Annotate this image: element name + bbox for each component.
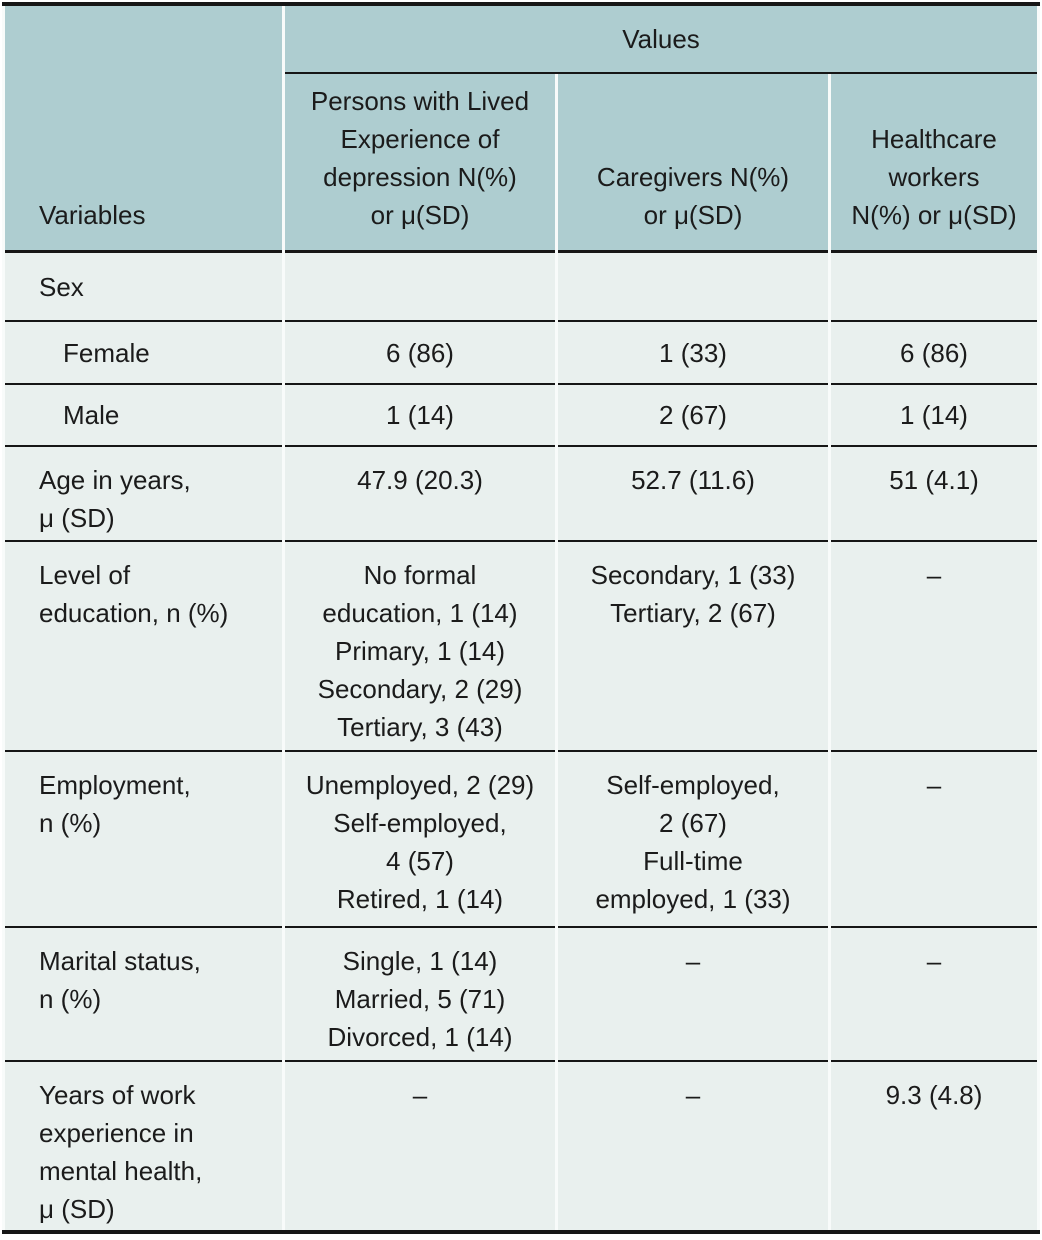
cell-years-caregivers: –	[558, 1060, 828, 1230]
column-header-healthcare-workers: Healthcare workers N(%) or μ(SD)	[831, 74, 1038, 250]
cell-male-healthcare: 1 (14)	[831, 383, 1038, 445]
row-label-marital-status: Marital status, n (%)	[5, 926, 282, 1060]
cell-employment-plwd: Unemployed, 2 (29) Self-employed, 4 (57)…	[285, 750, 555, 926]
cell-sex-caregivers	[558, 250, 828, 320]
table-body: Sex Female 6 (86) 1 (33) 6 (86) Male 1 (…	[5, 250, 1038, 1230]
row-label-years-experience: Years of work experience in mental healt…	[5, 1060, 282, 1230]
values-group-header: Values	[285, 6, 1038, 74]
row-label-education: Level of education, n (%)	[5, 540, 282, 750]
row-label-age: Age in years, μ (SD)	[5, 445, 282, 540]
cell-female-caregivers: 1 (33)	[558, 320, 828, 383]
column-headers-row: Persons with Lived Experience of depress…	[5, 74, 1038, 250]
cell-female-healthcare: 6 (86)	[831, 320, 1038, 383]
column-header-persons-with-lived-experience: Persons with Lived Experience of depress…	[285, 74, 555, 250]
table-row-employment: Employment, n (%) Unemployed, 2 (29) Sel…	[5, 750, 1038, 926]
values-group-row: Variables Values	[5, 6, 1038, 250]
table-row-female: Female 6 (86) 1 (33) 6 (86)	[5, 320, 1038, 383]
cell-education-plwd: No formal education, 1 (14) Primary, 1 (…	[285, 540, 555, 750]
table-row-education: Level of education, n (%) No formal educ…	[5, 540, 1038, 750]
table-row-years-experience: Years of work experience in mental healt…	[5, 1060, 1038, 1230]
cell-years-plwd: –	[285, 1060, 555, 1230]
cell-marital-plwd: Single, 1 (14) Married, 5 (71) Divorced,…	[285, 926, 555, 1060]
cell-male-caregivers: 2 (67)	[558, 383, 828, 445]
column-header-caregivers: Caregivers N(%) or μ(SD)	[558, 74, 828, 250]
table-row-sex: Sex	[5, 250, 1038, 320]
table-row-male: Male 1 (14) 2 (67) 1 (14)	[5, 383, 1038, 445]
column-header-variables: Variables	[5, 6, 282, 250]
table-header: Variables Values Persons with Lived Expe…	[5, 6, 1038, 250]
cell-age-healthcare: 51 (4.1)	[831, 445, 1038, 540]
cell-age-plwd: 47.9 (20.3)	[285, 445, 555, 540]
cell-employment-caregivers: Self-employed, 2 (67) Full-time employed…	[558, 750, 828, 926]
cell-sex-healthcare	[831, 250, 1038, 320]
cell-age-caregivers: 52.7 (11.6)	[558, 445, 828, 540]
row-label-sex: Sex	[5, 250, 282, 320]
table-row-marital-status: Marital status, n (%) Single, 1 (14) Mar…	[5, 926, 1038, 1060]
cell-marital-healthcare: –	[831, 926, 1038, 1060]
cell-years-healthcare: 9.3 (4.8)	[831, 1060, 1038, 1230]
cell-sex-plwd	[285, 250, 555, 320]
cell-education-caregivers: Secondary, 1 (33) Tertiary, 2 (67)	[558, 540, 828, 750]
table-row-age: Age in years, μ (SD) 47.9 (20.3) 52.7 (1…	[5, 445, 1038, 540]
cell-marital-caregivers: –	[558, 926, 828, 1060]
row-label-employment: Employment, n (%)	[5, 750, 282, 926]
cell-female-plwd: 6 (86)	[285, 320, 555, 383]
row-label-female: Female	[5, 320, 282, 383]
cell-education-healthcare: –	[831, 540, 1038, 750]
cell-employment-healthcare: –	[831, 750, 1038, 926]
cell-male-plwd: 1 (14)	[285, 383, 555, 445]
row-label-male: Male	[5, 383, 282, 445]
